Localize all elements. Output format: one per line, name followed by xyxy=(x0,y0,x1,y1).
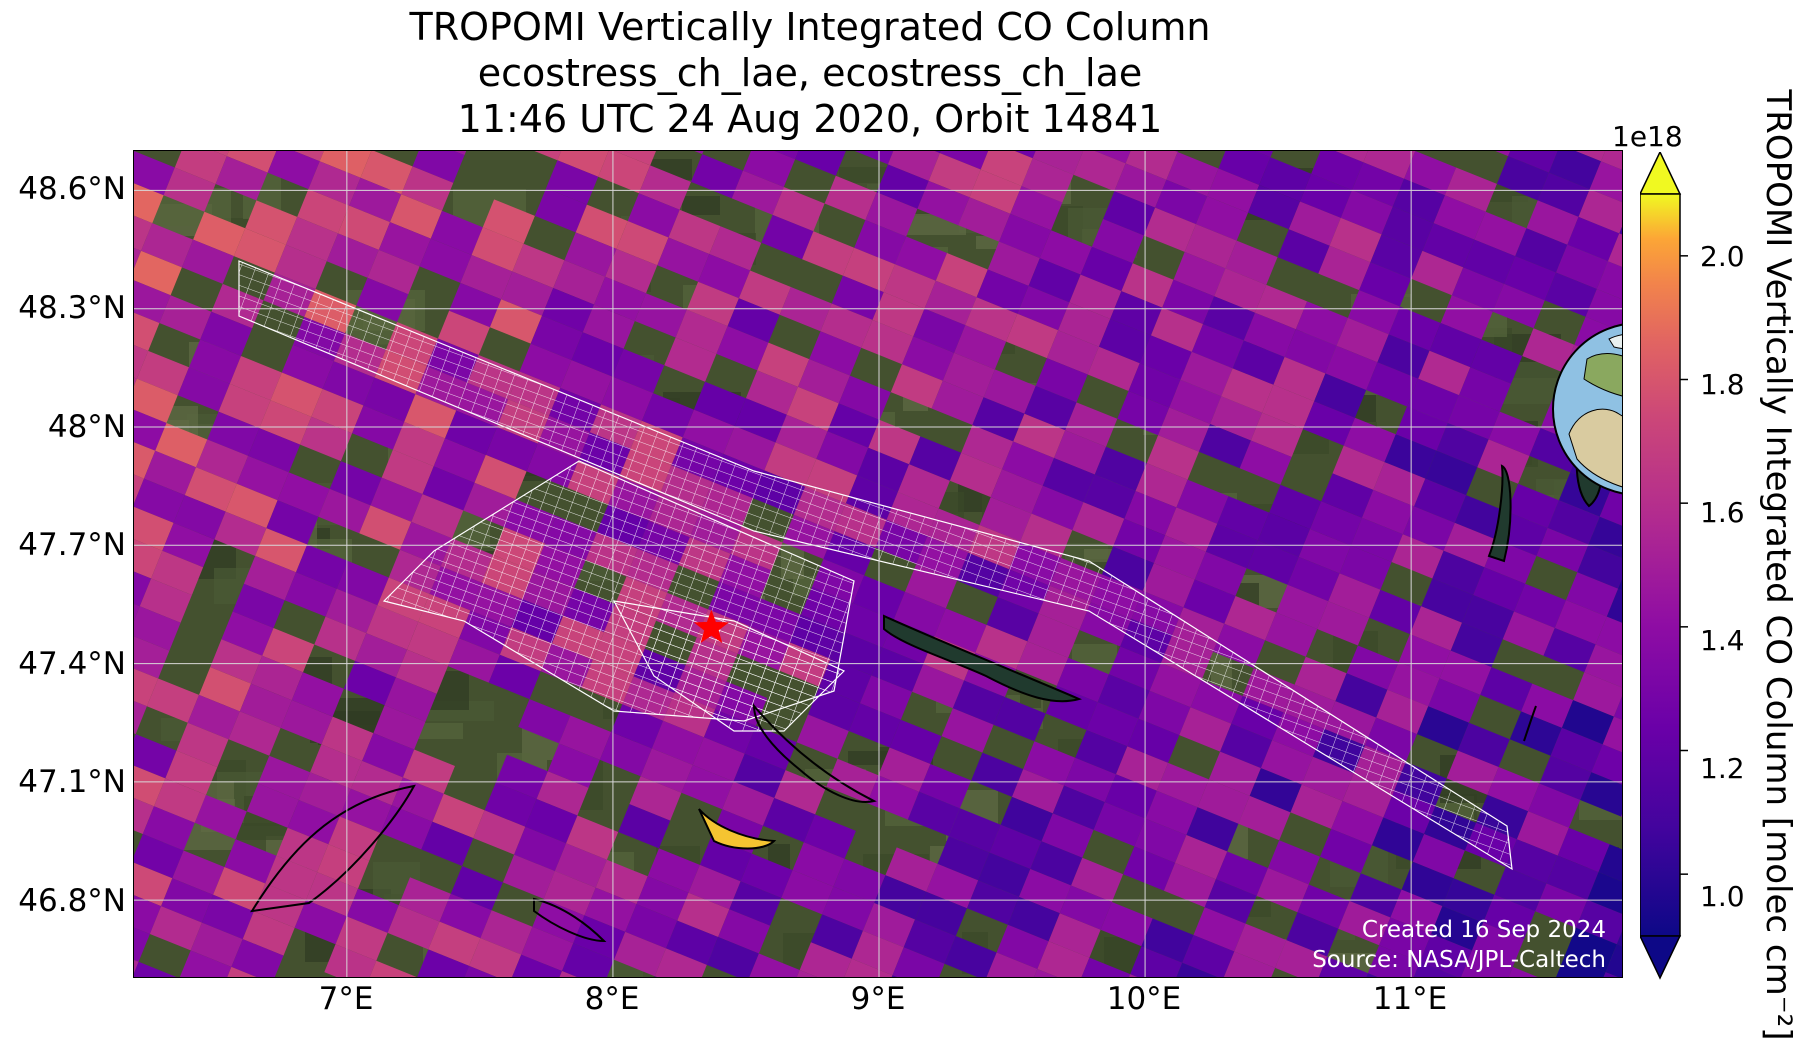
lake-neuchatel xyxy=(250,784,416,913)
colorbar-tick-label: 1.4 xyxy=(1700,624,1745,657)
map-canvas[interactable] xyxy=(134,151,1623,978)
colorbar-tick-label: 1.2 xyxy=(1700,752,1745,785)
target-star-icon xyxy=(693,609,729,643)
lake-thun xyxy=(533,897,607,943)
lake-zurich xyxy=(752,703,877,803)
map-title-line-1: TROPOMI Vertically Integrated CO Column xyxy=(409,5,1211,49)
colorbar-gradient xyxy=(1640,193,1681,937)
graticule xyxy=(134,151,1622,977)
colorbar-tick-label: 1.6 xyxy=(1700,496,1745,529)
colorbar-exponent: 1e18 xyxy=(1612,120,1683,153)
colorbar-tick-label: 1.0 xyxy=(1700,880,1745,913)
colorbar-tick-label: 2.0 xyxy=(1700,240,1745,273)
colorbar-extend-bottom xyxy=(1640,935,1682,980)
created-credit: Created 16 Sep 2024 xyxy=(1361,917,1606,943)
lon-tick-label: 10°E xyxy=(1106,981,1182,1017)
lat-tick-label: 48.3°N xyxy=(18,290,126,326)
lat-tick-label: 47.1°N xyxy=(18,764,126,800)
lake-constance xyxy=(883,614,1082,703)
lat-tick-label: 48.6°N xyxy=(18,171,126,207)
colorbar xyxy=(1640,152,1688,980)
source-credit: Source: NASA/JPL-Caltech xyxy=(1312,947,1606,973)
colorbar-label: TROPOMI Vertically Integrated CO Column … xyxy=(1758,89,1798,1041)
footprint-swath-upper xyxy=(238,260,1513,871)
map-title-line-2: ecostress_ch_lae, ecostress_ch_lae xyxy=(477,51,1143,95)
lake-lucerne xyxy=(698,808,777,850)
lat-tick-label: 46.8°N xyxy=(18,883,126,919)
lat-tick-label: 48°N xyxy=(47,409,126,445)
footprint-region-south xyxy=(612,600,846,732)
ecostress-footprint-layer xyxy=(238,260,1513,871)
lon-tick-label: 8°E xyxy=(584,981,640,1017)
lat-tick-label: 47.4°N xyxy=(18,646,126,682)
lake-chiemsee-small xyxy=(1523,705,1537,742)
lon-tick-label: 11°E xyxy=(1372,981,1448,1017)
lake-ammersee xyxy=(1487,464,1512,563)
lat-tick-label: 47.7°N xyxy=(18,527,126,563)
colorbar-extend-top xyxy=(1640,152,1682,195)
map-panel[interactable]: Created 16 Sep 2024 Source: NASA/JPL-Cal… xyxy=(133,150,1623,978)
lon-tick-label: 7°E xyxy=(318,981,374,1017)
map-title-line-3: 11:46 UTC 24 Aug 2020, Orbit 14841 xyxy=(457,97,1163,141)
lon-tick-label: 9°E xyxy=(850,981,906,1017)
colorbar-tick-label: 1.8 xyxy=(1700,368,1745,401)
globe-inset-icon xyxy=(1552,323,1622,495)
